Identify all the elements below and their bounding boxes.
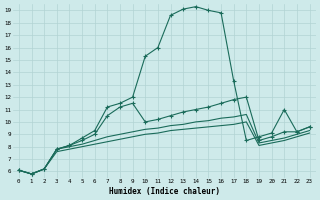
X-axis label: Humidex (Indice chaleur): Humidex (Indice chaleur) (109, 187, 220, 196)
